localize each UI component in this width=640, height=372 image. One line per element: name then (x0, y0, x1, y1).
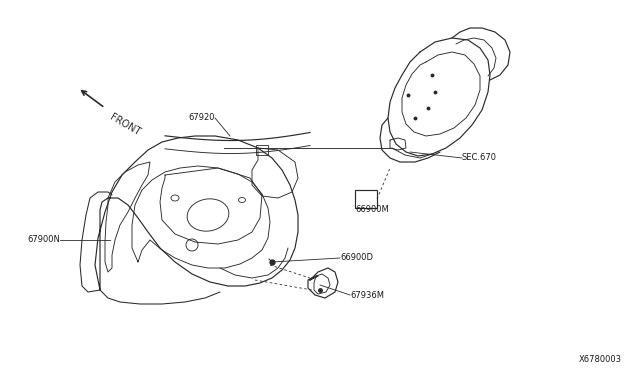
Text: X6780003: X6780003 (579, 356, 622, 365)
Text: 67900N: 67900N (27, 235, 60, 244)
Text: 67920: 67920 (189, 113, 215, 122)
Text: SEC.670: SEC.670 (462, 154, 497, 163)
Bar (355, 190, 377, 208)
Text: 66900D: 66900D (340, 253, 373, 263)
Text: FRONT: FRONT (108, 112, 142, 137)
Text: 66900M: 66900M (355, 205, 388, 215)
Text: 67936M: 67936M (350, 291, 384, 299)
Bar (256, 145, 268, 155)
